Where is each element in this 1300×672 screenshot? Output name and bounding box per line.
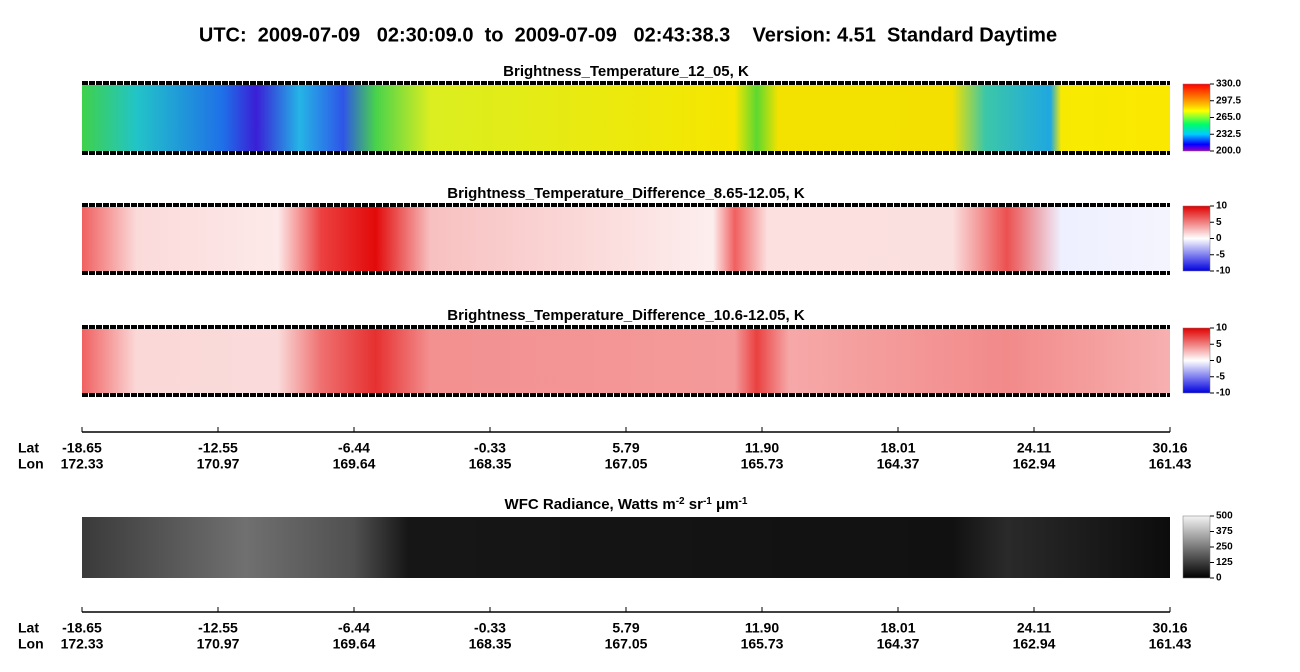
image-panel [82,207,1170,271]
lon-value: 172.33 [61,636,104,652]
lon-value: 170.97 [197,456,240,472]
lon-value: 165.73 [741,456,784,472]
lon-value: 169.64 [333,456,376,472]
lon-value: 162.94 [1013,636,1056,652]
colorbar-label: 5 [1216,339,1222,350]
lat-value: 30.16 [1152,440,1187,456]
colorbar-label: 200.0 [1216,146,1241,157]
colorbar-label: 375 [1216,526,1233,537]
colorbar-label: 297.5 [1216,95,1241,106]
lon-value: 167.05 [605,636,648,652]
colorbar [1182,205,1211,272]
lat-value: 5.79 [612,620,639,636]
lat-label: Lat [18,620,39,636]
colorbar-label: 125 [1216,557,1233,568]
colorbar-label: -5 [1216,371,1225,382]
lat-value: -12.55 [198,440,238,456]
lat-value: -0.33 [474,620,506,636]
title-text: Brightness_Temperature_12_05, K [503,63,749,80]
lon-value: 161.43 [1149,456,1192,472]
title-text: sr [685,496,704,513]
lat-label: Lat [18,440,39,456]
lon-value: 169.64 [333,636,376,652]
lon-value: 168.35 [469,636,512,652]
lon-value: 165.73 [741,636,784,652]
lat-value: -0.33 [474,440,506,456]
title-text: Brightness_Temperature_Difference_10.6-1… [447,307,805,324]
lon-label: Lon [18,636,44,652]
lon-value: 172.33 [61,456,104,472]
colorbar-label: 0 [1216,355,1222,366]
panel-title: Brightness_Temperature_Difference_8.65-1… [447,185,805,202]
panel-title: WFC Radiance, Watts m-2 sr-1 μm-1 [505,496,748,513]
colorbar-label: 232.5 [1216,129,1241,140]
lat-value: -18.65 [62,620,102,636]
lat-value: 5.79 [612,440,639,456]
colorbar-label: 330.0 [1216,79,1241,90]
image-panel [82,85,1170,151]
lon-value: 170.97 [197,636,240,652]
lat-value: 24.11 [1017,620,1051,636]
lat-value: -12.55 [198,620,238,636]
lat-value: -6.44 [338,620,370,636]
lat-value: -6.44 [338,440,370,456]
colorbar-label: -10 [1216,266,1231,277]
lat-value: 18.01 [880,440,915,456]
colorbar-label: -5 [1216,249,1225,260]
lon-value: 164.37 [877,456,920,472]
colorbar [1182,83,1211,152]
page-title: UTC: 2009-07-09 02:30:09.0 to 2009-07-09… [199,24,1057,46]
lon-value: 162.94 [1013,456,1056,472]
colorbar-label: 10 [1216,201,1228,212]
colorbar [1182,327,1211,394]
title-superscript: -2 [676,496,685,507]
lat-value: 30.16 [1152,620,1187,636]
colorbar-label: 265.0 [1216,112,1241,123]
title-superscript: -1 [703,496,712,507]
panel-title: Brightness_Temperature_12_05, K [503,63,749,80]
colorbar-label: -10 [1216,388,1231,399]
lon-value: 168.35 [469,456,512,472]
title-superscript: -1 [739,496,748,507]
lon-value: 167.05 [605,456,648,472]
lon-value: 161.43 [1149,636,1192,652]
image-panel [82,517,1170,578]
title-text: Brightness_Temperature_Difference_8.65-1… [447,185,805,202]
lat-value: -18.65 [62,440,102,456]
title-text: WFC Radiance, Watts m [505,496,676,513]
lat-value: 11.90 [745,620,779,636]
image-panel [82,329,1170,393]
lon-value: 164.37 [877,636,920,652]
colorbar-label: 10 [1216,323,1228,334]
lat-value: 11.90 [745,440,779,456]
lat-value: 18.01 [880,620,915,636]
lat-value: 24.11 [1017,440,1051,456]
title-text: μm [712,496,739,513]
colorbar-label: 500 [1216,511,1233,522]
lon-label: Lon [18,456,44,472]
colorbar-label: 5 [1216,217,1222,228]
colorbar [1182,515,1211,579]
colorbar-label: 0 [1216,573,1222,584]
panel-title: Brightness_Temperature_Difference_10.6-1… [447,307,805,324]
colorbar-label: 250 [1216,542,1233,553]
colorbar-label: 0 [1216,233,1222,244]
